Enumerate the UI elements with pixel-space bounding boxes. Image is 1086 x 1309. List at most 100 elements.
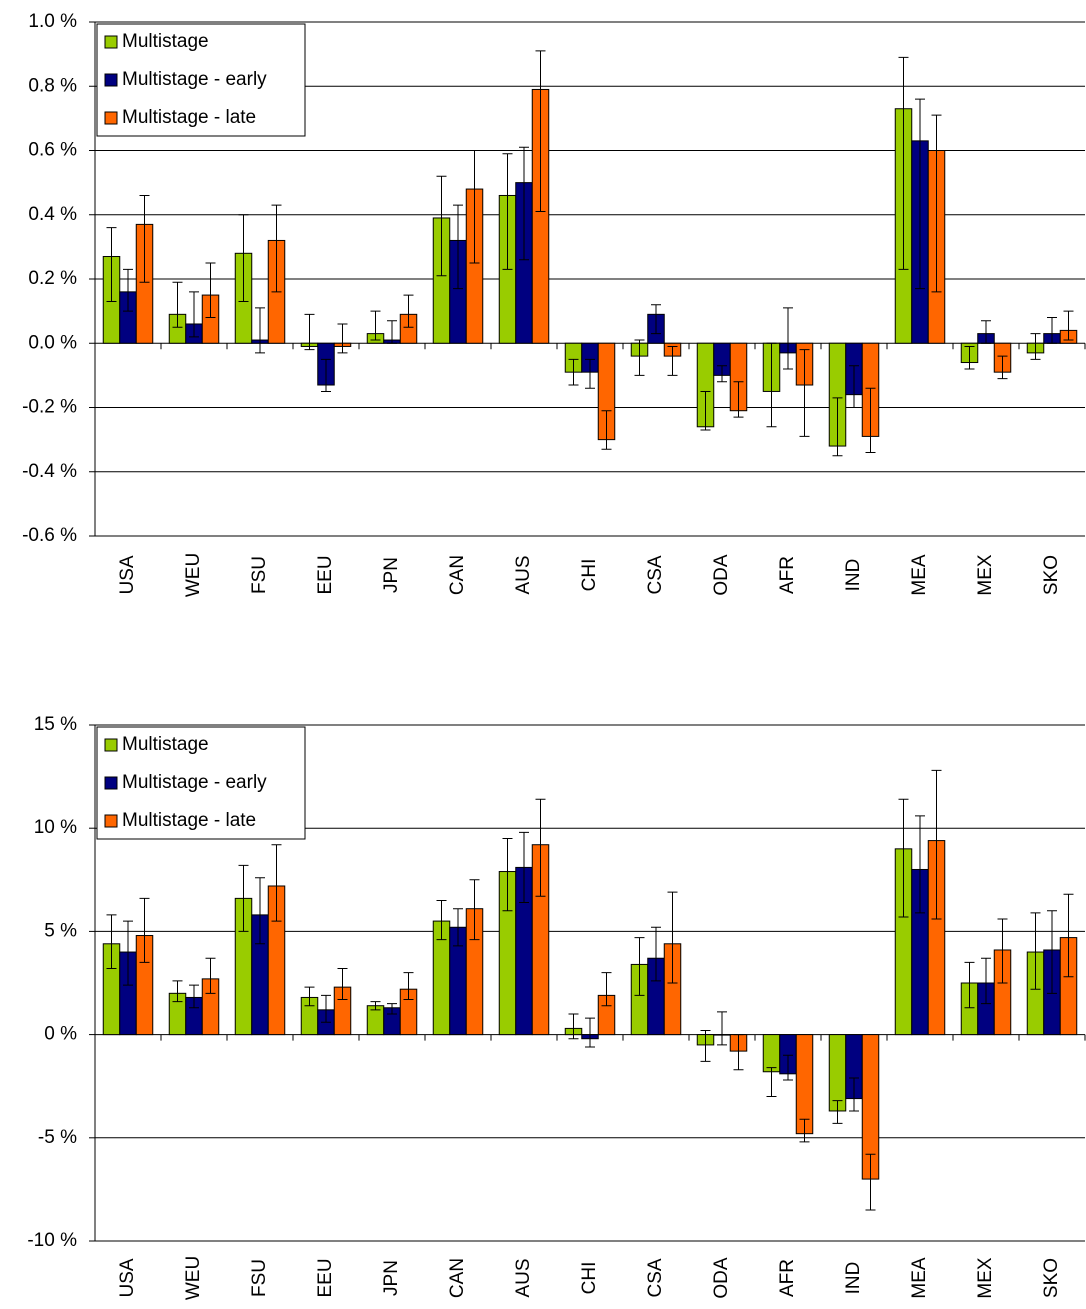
- error-bar: [766, 342, 777, 428]
- error-bar: [898, 798, 909, 918]
- error-bar: [403, 294, 414, 328]
- error-bar: [783, 1054, 793, 1081]
- error-bar: [453, 908, 463, 947]
- error-bar: [304, 313, 315, 351]
- error-bar: [1063, 893, 1074, 978]
- y-tick-label: 0 %: [44, 1024, 77, 1045]
- error-bar: [321, 994, 331, 1023]
- error-bar: [832, 1100, 843, 1124]
- error-bar: [271, 204, 282, 293]
- y-tick-label: -10 %: [27, 1230, 77, 1251]
- x-tick-label: CAN: [447, 1258, 468, 1298]
- error-bar: [321, 358, 331, 392]
- error-bar: [931, 769, 942, 920]
- x-tick-label: MEA: [909, 554, 930, 596]
- error-bar: [799, 1118, 810, 1143]
- x-tick-label: FSU: [249, 556, 270, 594]
- error-bar: [915, 98, 925, 290]
- x-tick-label: JPN: [381, 557, 402, 593]
- error-bar: [403, 972, 414, 1001]
- error-bar: [238, 214, 249, 302]
- x-tick-label: EEU: [315, 555, 336, 594]
- error-bar: [981, 320, 991, 344]
- error-bar: [997, 918, 1008, 984]
- error-bar: [189, 291, 199, 338]
- y-tick-label: -0.6 %: [22, 525, 77, 546]
- error-bar: [535, 50, 546, 213]
- y-tick-label: 15 %: [34, 714, 77, 735]
- error-bar: [502, 838, 513, 912]
- error-bar: [1030, 333, 1041, 360]
- y-tick-label: 1.0 %: [28, 11, 77, 32]
- error-bar: [601, 410, 612, 450]
- x-tick-label: CHI: [579, 1262, 600, 1295]
- legend-label: Multistage - late: [122, 107, 256, 128]
- error-bar: [849, 365, 859, 408]
- legend-label: Multistage: [122, 734, 209, 755]
- error-bar: [997, 355, 1008, 380]
- x-tick-label: CHI: [579, 559, 600, 592]
- y-tick-label: 0.8 %: [28, 75, 77, 96]
- legend-box: [96, 726, 306, 840]
- error-bar: [106, 227, 117, 302]
- error-bar: [651, 926, 661, 982]
- y-tick-label: -0.4 %: [22, 461, 77, 482]
- y-tick-label: 0.4 %: [28, 204, 77, 225]
- x-tick-label: AUS: [513, 555, 534, 594]
- error-bar: [535, 798, 546, 897]
- error-bar: [255, 307, 265, 354]
- error-bar: [453, 204, 463, 290]
- error-bar: [651, 304, 661, 335]
- error-bar: [370, 310, 381, 341]
- error-bar: [304, 986, 315, 1007]
- error-bar: [172, 281, 183, 328]
- error-bar: [634, 937, 645, 996]
- error-bar: [700, 1029, 711, 1062]
- error-bar: [139, 897, 150, 963]
- x-tick-label: ODA: [711, 554, 732, 596]
- error-bar: [1047, 317, 1057, 344]
- error-bar: [255, 877, 265, 945]
- x-tick-label: SKO: [1041, 555, 1062, 595]
- error-bar: [717, 1011, 727, 1046]
- error-bar: [915, 815, 925, 914]
- error-bar: [1063, 310, 1074, 341]
- error-bar: [502, 153, 513, 270]
- error-bar: [585, 358, 595, 389]
- error-bar: [469, 879, 480, 941]
- error-bar: [139, 194, 150, 283]
- error-bar: [123, 268, 133, 312]
- error-bar: [519, 831, 529, 904]
- error-bar: [700, 390, 711, 431]
- x-tick-label: AFR: [777, 1259, 798, 1297]
- x-tick-label: CAN: [447, 555, 468, 595]
- x-tick-label: AUS: [513, 1258, 534, 1297]
- error-bar: [568, 358, 579, 386]
- error-bar: [733, 381, 744, 418]
- x-tick-label: WEU: [183, 553, 204, 597]
- legend-swatch: [104, 776, 118, 790]
- error-bar: [964, 961, 975, 1009]
- error-bar: [898, 56, 909, 270]
- error-bar: [799, 349, 810, 437]
- error-bar: [964, 345, 975, 370]
- error-bar: [205, 957, 216, 994]
- error-bar: [387, 1003, 397, 1015]
- x-tick-label: EEU: [315, 1258, 336, 1297]
- error-bar: [436, 899, 447, 941]
- error-bar: [865, 387, 876, 453]
- x-tick-label: AFR: [777, 556, 798, 594]
- x-tick-label: USA: [117, 555, 138, 594]
- x-tick-label: SKO: [1041, 1258, 1062, 1298]
- y-tick-label: 0.6 %: [28, 140, 77, 161]
- error-bar: [832, 397, 843, 457]
- y-tick-label: 0.0 %: [28, 332, 77, 353]
- error-bar: [123, 920, 133, 986]
- y-tick-label: -5 %: [38, 1127, 77, 1148]
- x-tick-label: MEX: [975, 1257, 996, 1299]
- error-bar: [601, 972, 612, 1007]
- x-tick-label: IND: [843, 1262, 864, 1295]
- error-bar: [337, 323, 348, 354]
- legend-swatch: [104, 73, 118, 87]
